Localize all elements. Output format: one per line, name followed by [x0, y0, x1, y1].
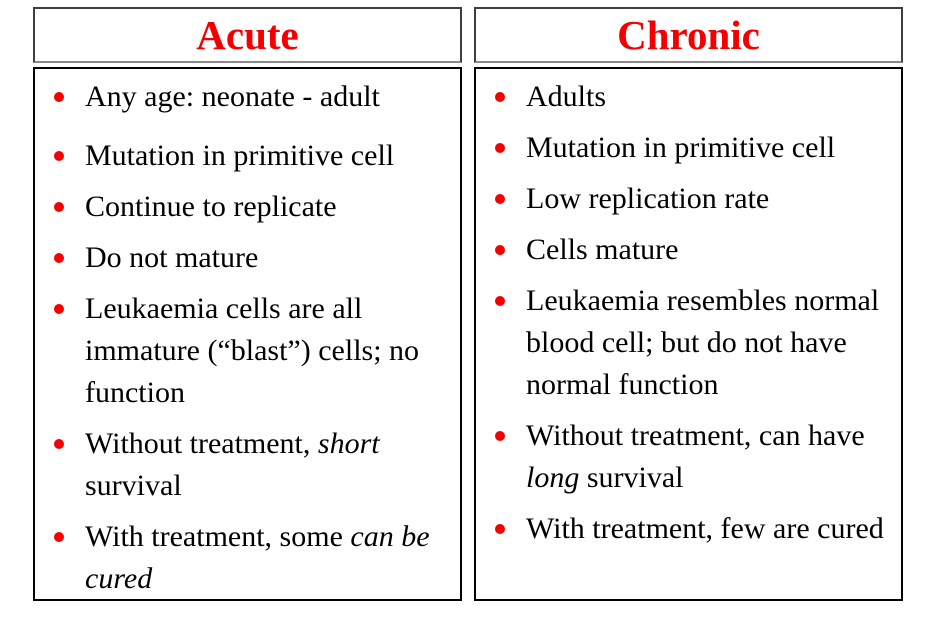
list-item: Mutation in primitive cell: [35, 135, 456, 177]
acute-body-cell: Any age: neonate - adult Mutation in pri…: [33, 67, 462, 601]
list-item-text: Leukaemia resembles normal blood cell; b…: [526, 284, 880, 401]
list-item: Without treatment, can have long surviva…: [476, 415, 897, 499]
bullet-icon: [54, 304, 64, 314]
list-item: Do not mature: [35, 237, 456, 279]
list-item-text: Low replication rate: [526, 182, 770, 215]
list-item-text: Mutation in primitive cell: [85, 139, 395, 172]
list-item-text: Do not mature: [85, 241, 259, 274]
bullet-icon: [54, 532, 64, 542]
bullet-icon: [495, 194, 505, 204]
list-item-text: Continue to replicate: [85, 190, 337, 223]
bullet-icon: [54, 92, 64, 102]
list-item-text: Adults: [526, 80, 607, 113]
list-item-text: Without treatment, can have long surviva…: [526, 419, 865, 494]
acute-title: Acute: [196, 11, 299, 58]
bullet-icon: [495, 296, 505, 306]
list-item: Without treatment, short survival: [35, 423, 456, 507]
list-item: Cells mature: [476, 229, 897, 271]
list-item-text: Cells mature: [526, 233, 679, 266]
list-item: Low replication rate: [476, 178, 897, 220]
list-item-text: Mutation in primitive cell: [526, 131, 836, 164]
bullet-icon: [54, 151, 64, 161]
bullet-icon: [495, 143, 505, 153]
list-item-text: Without treatment, short survival: [85, 427, 380, 502]
list-item: With treatment, few are cured: [476, 508, 897, 550]
bullet-icon: [54, 253, 64, 263]
bullet-icon: [495, 92, 505, 102]
list-item: Any age: neonate - adult: [35, 76, 456, 118]
bullet-icon: [495, 245, 505, 255]
bullet-icon: [54, 202, 64, 212]
list-item-text: Any age: neonate - adult: [85, 80, 380, 113]
acute-bullet-list: Any age: neonate - adult Mutation in pri…: [35, 76, 456, 600]
list-item: Mutation in primitive cell: [476, 127, 897, 169]
list-item: With treatment, some can be cured: [35, 516, 456, 600]
list-item: Leukaemia cells are all immature (“blast…: [35, 288, 456, 414]
list-item: Adults: [476, 76, 897, 118]
acute-column: Acute Any age: neonate - adult Mutation …: [33, 7, 462, 601]
chronic-bullet-list: Adults Mutation in primitive cell Low re…: [476, 76, 897, 550]
chronic-header-cell: Chronic: [474, 7, 903, 63]
bullet-icon: [495, 431, 505, 441]
acute-header-cell: Acute: [33, 7, 462, 63]
list-item-text: With treatment, few are cured: [526, 512, 884, 545]
list-item: Leukaemia resembles normal blood cell; b…: [476, 280, 897, 406]
chronic-column: Chronic Adults Mutation in primitive cel…: [474, 7, 903, 601]
chronic-title: Chronic: [617, 11, 760, 58]
list-item: Continue to replicate: [35, 186, 456, 228]
chronic-body-cell: Adults Mutation in primitive cell Low re…: [474, 67, 903, 601]
list-item-text: With treatment, some can be cured: [85, 520, 430, 595]
bullet-icon: [495, 524, 505, 534]
bullet-icon: [54, 439, 64, 449]
list-item-text: Leukaemia cells are all immature (“blast…: [85, 292, 420, 409]
